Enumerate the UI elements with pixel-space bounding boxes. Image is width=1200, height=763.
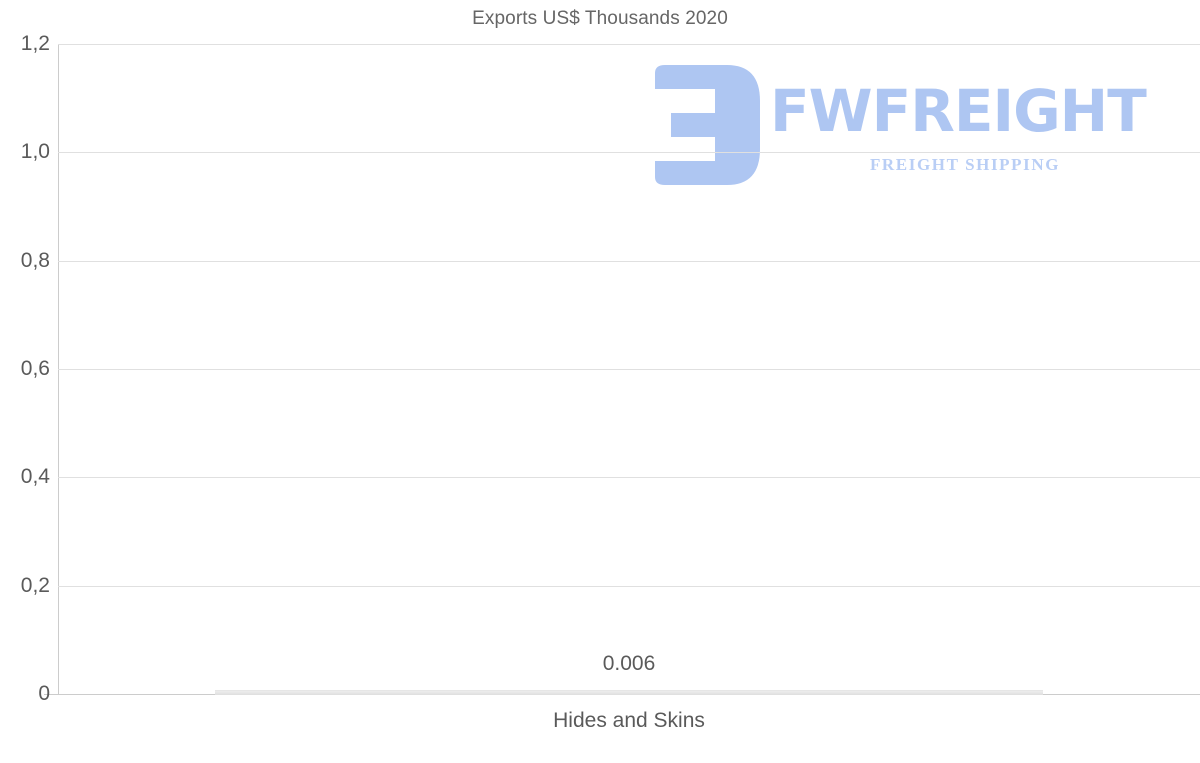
y-axis-tick-label: 0,8 [20, 248, 50, 272]
gridline [58, 261, 1200, 262]
y-axis-tick-label: 1,2 [20, 32, 50, 55]
gridline [58, 586, 1200, 587]
gridline [58, 44, 1200, 45]
y-axis-tick-label: 0 [38, 682, 50, 705]
y-axis-tick-label: 0,6 [20, 357, 50, 380]
x-axis-tick-label: Hides and Skins [553, 709, 705, 732]
y-axis-tick-label: 0,4 [20, 465, 50, 489]
bar[interactable] [215, 690, 1043, 695]
bar-value-label: 0.006 [602, 652, 656, 675]
gridline [58, 477, 1200, 478]
gridline [58, 369, 1200, 370]
gridline [58, 152, 1200, 153]
y-axis-tick-label: 1,0 [20, 140, 50, 164]
chart-title: Exports US$ Thousands 2020 [472, 8, 728, 29]
y-axis-tick-label: 0,2 [20, 573, 50, 597]
